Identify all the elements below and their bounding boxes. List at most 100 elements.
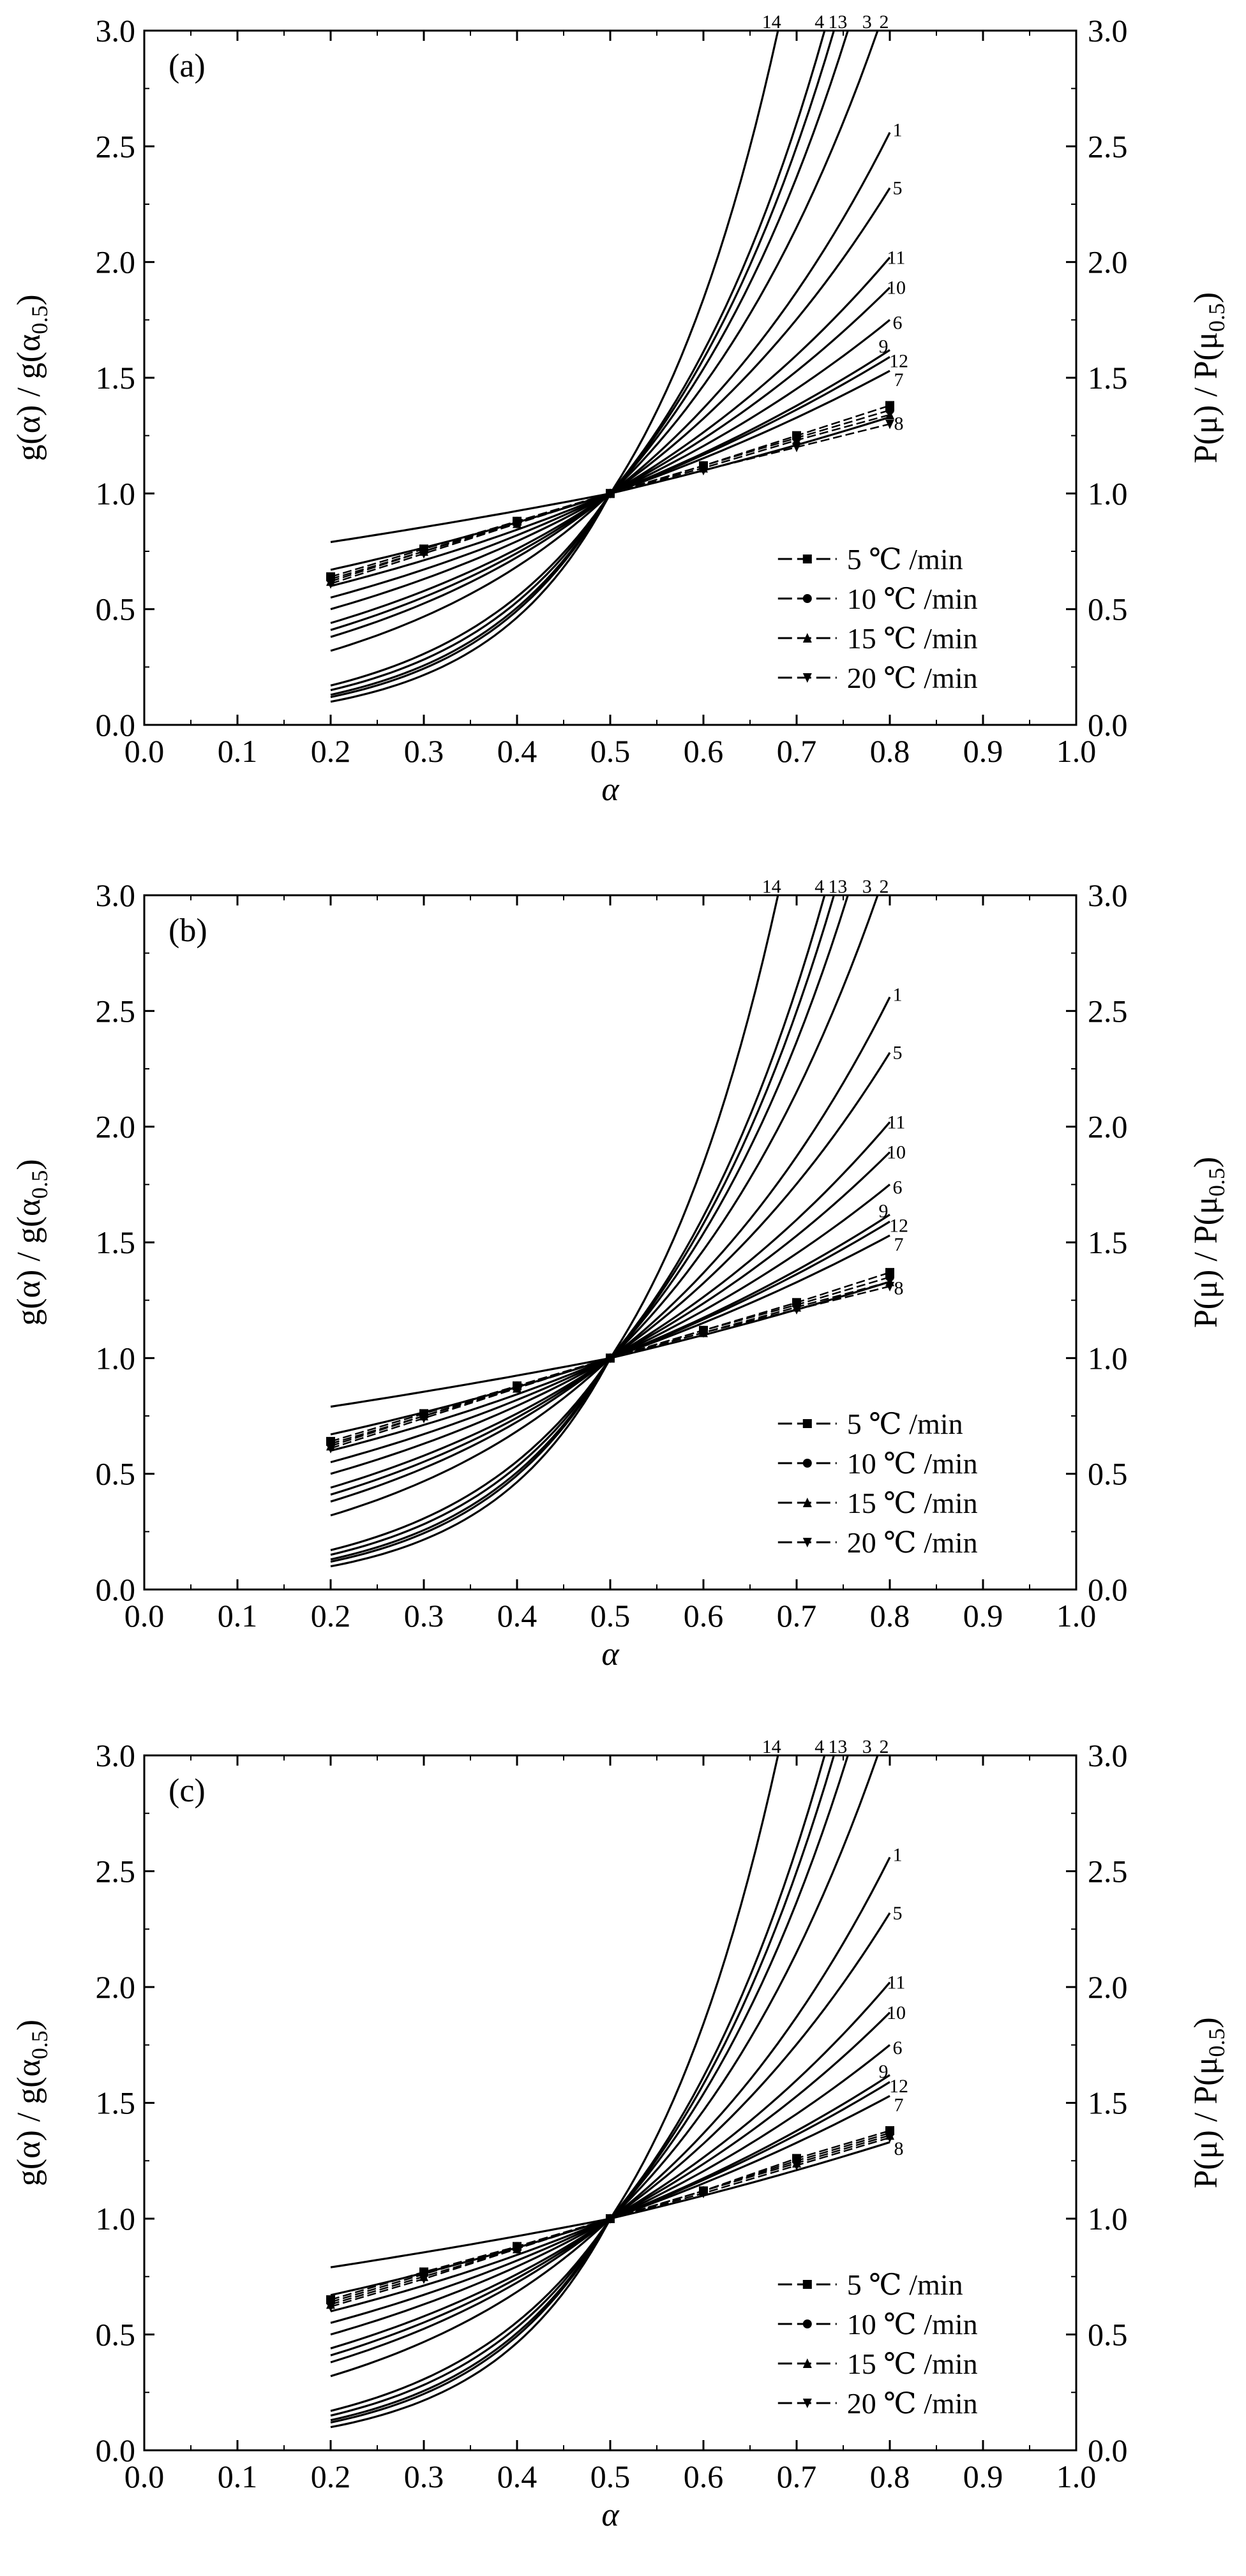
y-tick-label-left: 0.5 [96, 592, 136, 627]
y-tick-label-right: 0.0 [1088, 2432, 1128, 2468]
legend-swatch-marker [802, 633, 812, 643]
x-axis-label: α [601, 2497, 620, 2533]
model-curve-label-10: 10 [887, 278, 906, 299]
x-tick-label: 0.1 [218, 1598, 258, 1634]
model-curve-label-10: 10 [887, 1142, 906, 1163]
model-curve-label-13: 13 [828, 11, 847, 33]
model-curve-12 [330, 1221, 890, 1408]
series-3-point [326, 579, 335, 589]
legend-swatch-marker [802, 2319, 812, 2328]
y-tick-label-right: 2.0 [1088, 1969, 1128, 2005]
series-3-point [885, 1281, 894, 1292]
x-tick-label: 1.0 [1056, 1598, 1097, 1634]
model-curve-label-13: 13 [828, 876, 847, 897]
series-3-point [699, 2189, 708, 2199]
model-curve-4 [330, 895, 826, 1561]
series-3-point [326, 1443, 335, 1454]
model-curve-label-3: 3 [862, 11, 872, 33]
x-tick-label: 0.9 [963, 733, 1003, 769]
model-curve-label-8: 8 [894, 413, 904, 435]
series-3-point [326, 2302, 335, 2312]
model-curve-label-13: 13 [828, 1736, 847, 1757]
y-tick-label-left: 1.0 [96, 475, 136, 511]
y-tick-label-left: 1.5 [96, 360, 136, 396]
x-tick-label: 0.5 [590, 1598, 631, 1634]
plot-frame [143, 894, 1077, 1591]
series-3-point [419, 2274, 428, 2284]
x-tick-label: 0.0 [124, 733, 165, 769]
y-axis-label-left: g(α) / g(α0.5) [11, 2020, 52, 2186]
model-curve-3 [330, 31, 849, 692]
legend-swatch-marker [802, 2399, 812, 2408]
series-3-point [792, 2161, 801, 2171]
series-3-point [513, 519, 522, 529]
x-tick-label: 0.7 [777, 1598, 817, 1634]
y-axis-label-right-main: P(μ) / P(μ [1188, 1196, 1224, 1328]
y-tick-label-right: 1.5 [1088, 1225, 1128, 1260]
series-3-point [606, 1353, 615, 1364]
legend-entry: 5 ℃ /min [847, 1408, 963, 1440]
y-tick-label-left: 0.5 [96, 1456, 136, 1492]
legend-entry: 15 ℃ /min [847, 1487, 978, 1519]
y-tick-label-right: 2.5 [1088, 128, 1128, 164]
model-curve-label-1: 1 [893, 1845, 903, 1866]
model-curve-label-10: 10 [887, 2002, 906, 2023]
x-tick-label: 0.8 [870, 2459, 910, 2494]
y-tick-label-left: 2.0 [96, 244, 136, 280]
model-curve-label-9: 9 [879, 1200, 889, 1221]
y-axis-label-right-main: P(μ) / P(μ [1188, 332, 1224, 463]
x-tick-label: 0.3 [404, 1598, 444, 1634]
series-3-point [606, 2214, 615, 2224]
y-tick-label-right: 2.5 [1088, 993, 1128, 1029]
x-tick-label: 0.7 [777, 2459, 817, 2494]
model-curve-label-12: 12 [889, 2076, 908, 2097]
series-3-point [699, 1328, 708, 1338]
y-axis-label-right-close: ) [1188, 292, 1224, 303]
y-tick-label-left: 3.0 [96, 877, 136, 913]
model-curve-label-14: 14 [762, 876, 781, 897]
legend: 5 ℃ /min 10 ℃ /min 15 ℃ /min 20 ℃ /min [777, 1408, 978, 1559]
model-curve-label-12: 12 [889, 350, 908, 371]
model-curve-label-2: 2 [880, 1736, 889, 1757]
x-tick-label: 0.8 [870, 1598, 910, 1634]
y-axis-label-right: P(μ) / P(μ0.5) [1188, 292, 1229, 463]
x-tick-label: 0.8 [870, 733, 910, 769]
legend: 5 ℃ /min 10 ℃ /min 15 ℃ /min 20 ℃ /min [777, 2268, 978, 2420]
legend-entry: 15 ℃ /min [847, 622, 978, 655]
model-curve-label-7: 7 [894, 2095, 904, 2116]
y-tick-label-right: 3.0 [1088, 13, 1128, 48]
legend-entry: 20 ℃ /min [847, 662, 978, 694]
series-2-point [885, 410, 894, 420]
model-curve-7 [330, 2095, 890, 2312]
x-tick-label: 1.0 [1056, 733, 1097, 769]
series-3-point [419, 1413, 428, 1424]
model-curve-label-2: 2 [880, 876, 889, 897]
x-tick-label: 0.1 [218, 733, 258, 769]
y-axis-label-right-close: ) [1188, 1157, 1224, 1168]
y-axis-label-left: g(α) / g(α0.5) [11, 294, 52, 461]
y-tick-label-right: 2.5 [1088, 1854, 1128, 1889]
model-curve-3 [330, 1755, 849, 2417]
model-curve-11 [330, 257, 891, 631]
model-curve-label-1: 1 [893, 985, 903, 1006]
model-curve-4 [330, 1755, 826, 2422]
model-curve-14 [330, 1755, 779, 2429]
legend: 5 ℃ /min 10 ℃ /min 15 ℃ /min 20 ℃ /min [777, 543, 978, 694]
x-tick-label: 0.4 [497, 733, 537, 769]
y-tick-label-left: 0.0 [96, 1572, 136, 1607]
y-tick-label-right: 0.5 [1088, 1456, 1128, 1492]
legend-entry: 20 ℃ /min [847, 1526, 978, 1559]
y-tick-label-left: 2.5 [96, 993, 136, 1029]
model-curve-label-11: 11 [887, 247, 906, 268]
y-tick-label-left: 2.5 [96, 1854, 136, 1889]
x-axis-label: α [601, 1636, 620, 1672]
x-tick-label: 0.6 [684, 1598, 724, 1634]
y-axis-label-left-close: ) [11, 2020, 47, 2030]
legend-swatch-marker [802, 1419, 812, 1428]
model-curve-14 [330, 895, 779, 1568]
model-curve-label-12: 12 [889, 1215, 908, 1236]
legend-entry: 5 ℃ /min [847, 2268, 963, 2301]
y-tick-label-left: 2.5 [96, 128, 136, 164]
y-axis-label-left-main: g(α) / g(α [11, 1199, 47, 1326]
